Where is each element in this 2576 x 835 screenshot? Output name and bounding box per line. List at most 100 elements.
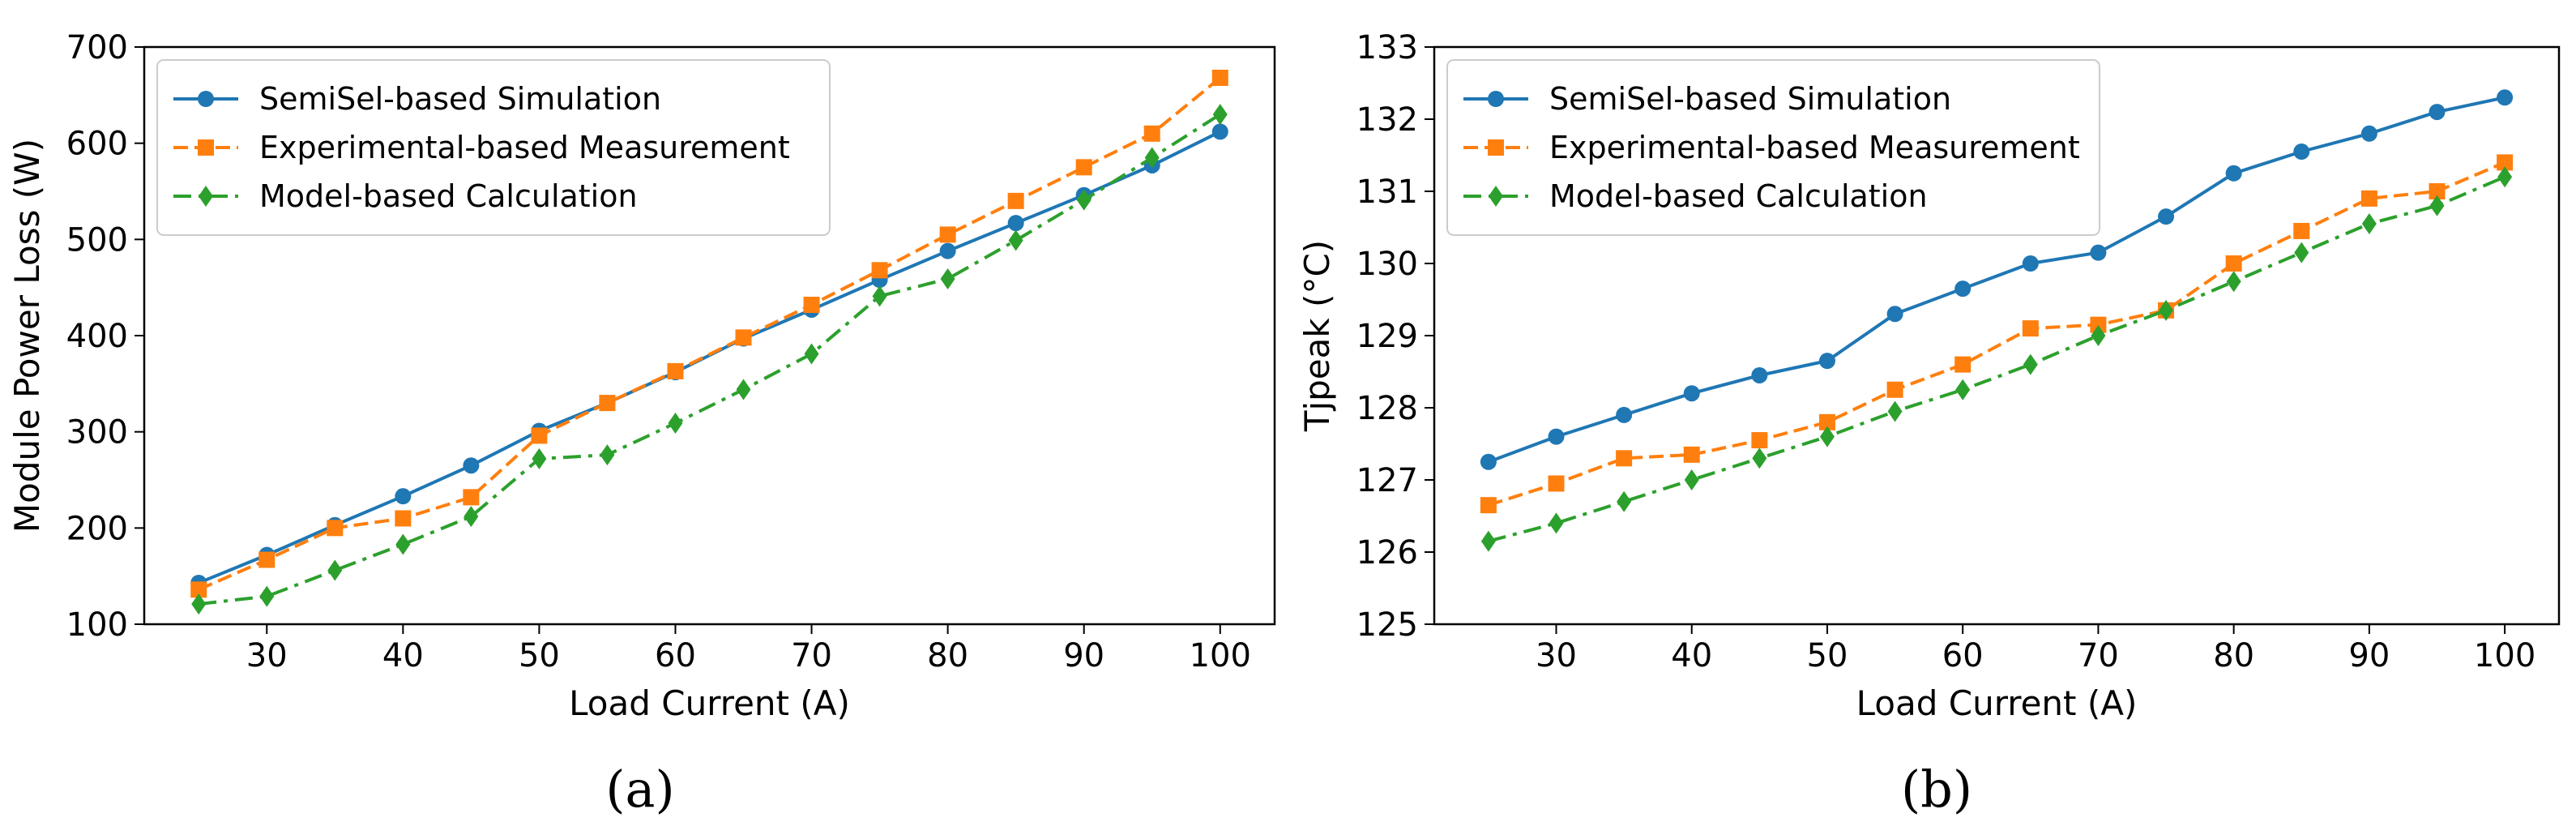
y-tick-label: 300 — [66, 414, 128, 452]
data-point — [871, 262, 888, 279]
data-point — [1886, 381, 1903, 398]
data-point — [2091, 325, 2106, 346]
legend-label: Model-based Calculation — [259, 178, 638, 214]
data-point — [2159, 299, 2174, 321]
data-point — [1683, 446, 1700, 463]
data-point — [1751, 366, 1768, 383]
y-tick-label: 132 — [1356, 101, 1418, 139]
data-point — [1480, 453, 1497, 470]
y-tick-label: 125 — [1356, 606, 1418, 644]
y-tick-label: 100 — [66, 606, 128, 644]
data-point — [1616, 406, 1633, 423]
data-point — [190, 581, 207, 598]
data-point — [1819, 426, 1835, 447]
data-point — [463, 457, 480, 474]
series-line — [1488, 161, 2506, 507]
legend-box — [156, 59, 831, 236]
x-tick-label: 60 — [655, 637, 696, 674]
data-point — [2497, 154, 2514, 171]
legend-marker — [1488, 91, 1504, 107]
data-point — [1480, 497, 1497, 514]
data-point — [2497, 166, 2513, 188]
y-tick-label: 131 — [1356, 173, 1418, 211]
panel-caption: (a) — [605, 760, 674, 819]
data-point — [2226, 271, 2241, 293]
x-tick-label: 90 — [2348, 637, 2390, 674]
chart-panel-0: 30 40 50 60 70 80 90 100 100 200 300 400 500 600 700 Lo… — [7, 29, 1276, 819]
x-tick-label: 100 — [2474, 637, 2535, 674]
data-point — [1212, 104, 1228, 126]
data-point — [940, 268, 955, 289]
data-point — [258, 551, 276, 568]
x-tick-label: 30 — [1536, 637, 1577, 674]
legend-label: Experimental-based Measurement — [1549, 130, 2080, 165]
data-point — [2294, 242, 2309, 263]
data-point — [668, 412, 683, 434]
data-point — [1007, 192, 1024, 209]
y-axis-label: Module Power Loss (W) — [7, 139, 47, 533]
chart-panel-1: 30 40 50 60 70 80 90 100 125 126 127 128 129 130 131 13… — [1297, 29, 2561, 819]
x-tick-label: 60 — [1942, 637, 1984, 674]
data-point — [1211, 123, 1228, 140]
series-line — [1488, 96, 2506, 464]
data-point — [2361, 213, 2377, 235]
series-2 — [191, 104, 1228, 615]
data-point — [1818, 413, 1835, 430]
legend-label: Experimental-based Measurement — [259, 130, 790, 165]
data-point — [1211, 69, 1228, 86]
legend-marker — [1489, 186, 1503, 207]
data-point — [1617, 490, 1632, 512]
y-tick-label: 126 — [1356, 534, 1418, 572]
series-line — [198, 113, 1221, 606]
data-point — [1887, 400, 1903, 422]
data-point — [1818, 353, 1835, 370]
data-point — [1548, 428, 1565, 445]
data-point — [1076, 189, 1091, 211]
data-point — [2429, 195, 2445, 216]
data-point — [2022, 320, 2039, 337]
data-point — [532, 447, 547, 469]
data-point — [1549, 512, 1564, 534]
x-tick-label: 50 — [519, 637, 560, 674]
x-tick-label: 70 — [2078, 637, 2119, 674]
data-point — [2360, 125, 2377, 142]
data-point — [2225, 165, 2242, 182]
legend-label: SemiSel-based Simulation — [1549, 81, 1951, 117]
data-point — [2293, 222, 2310, 239]
panel-caption: (b) — [1901, 760, 1972, 819]
data-point — [1144, 147, 1160, 169]
y-axis-label: Tjpeak (°C) — [1297, 240, 1337, 432]
data-point — [1683, 385, 1700, 402]
y-tick-label: 700 — [66, 29, 128, 66]
data-point — [600, 444, 615, 466]
data-point — [2293, 143, 2310, 161]
data-point — [939, 226, 956, 243]
data-point — [1684, 469, 1699, 490]
data-point — [2023, 353, 2038, 375]
data-point — [1955, 379, 1971, 400]
x-tick-label: 50 — [1807, 637, 1848, 674]
data-point — [2158, 208, 2175, 225]
data-point — [1954, 280, 1972, 298]
data-point — [395, 533, 411, 555]
data-point — [2090, 244, 2107, 261]
legend-box — [1446, 59, 2100, 236]
y-tick-label: 128 — [1356, 390, 1418, 427]
plot-frame — [143, 45, 1276, 626]
legend: SemiSel-based Simulation Experimental-bas… — [1446, 59, 2100, 236]
x-tick-label: 30 — [246, 637, 288, 674]
y-tick-label: 133 — [1356, 29, 1418, 66]
x-axis-label: Load Current (A) — [569, 683, 850, 723]
data-point — [872, 285, 887, 307]
data-point — [1007, 215, 1024, 232]
data-point — [735, 329, 752, 346]
plot-frame — [1433, 45, 2561, 626]
data-point — [2429, 183, 2446, 199]
x-tick-label: 90 — [1063, 637, 1104, 674]
data-point — [1075, 159, 1092, 176]
data-point — [1752, 447, 1767, 469]
legend-marker — [198, 139, 214, 156]
data-point — [1751, 432, 1768, 449]
x-axis-label: Load Current (A) — [1856, 683, 2138, 723]
